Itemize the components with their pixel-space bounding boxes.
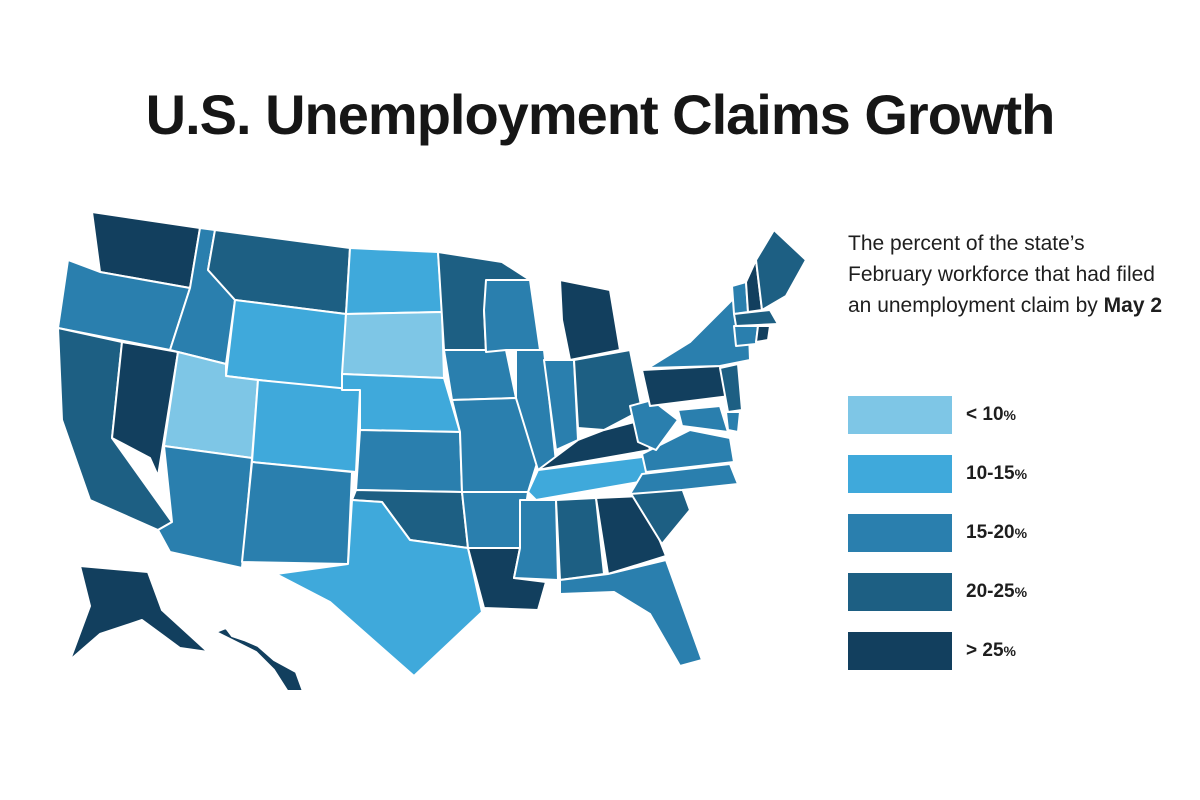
legend-label-unit: % — [1014, 584, 1028, 600]
state-nv — [111, 341, 179, 477]
legend-item: 20-25% — [848, 573, 1168, 611]
state-ct — [733, 325, 759, 347]
state-nm — [241, 461, 353, 565]
legend-label: 10-15% — [966, 463, 1027, 485]
map-description: The percent of the state’s February work… — [848, 228, 1168, 321]
state-ms — [513, 499, 559, 581]
state-me — [755, 229, 807, 311]
legend-item: 10-15% — [848, 455, 1168, 493]
state-fl — [559, 559, 703, 667]
legend-label-unit: % — [1014, 525, 1028, 541]
state-pa — [641, 365, 731, 407]
legend-label-value: > 25 — [966, 640, 1004, 661]
legend-swatch — [848, 396, 952, 434]
us-map-svg — [57, 211, 807, 690]
legend-swatch — [848, 455, 952, 493]
description-text: The percent of the state’s February work… — [848, 232, 1155, 317]
legend-swatch — [848, 514, 952, 552]
legend-label: 15-20% — [966, 522, 1027, 544]
state-ks — [355, 429, 463, 493]
description-date: May 2 — [1103, 294, 1163, 317]
legend-swatch — [848, 632, 952, 670]
legend-item: < 10% — [848, 396, 1168, 434]
us-map — [30, 200, 820, 690]
state-md — [677, 405, 729, 433]
state-ne — [341, 373, 461, 433]
state-oh — [573, 349, 643, 431]
state-ma — [733, 309, 779, 327]
legend-swatch — [848, 573, 952, 611]
state-ar — [461, 491, 529, 549]
legend-label-unit: % — [1014, 466, 1028, 482]
state-nc — [629, 463, 739, 495]
legend-label-unit: % — [1003, 643, 1016, 659]
legend: < 10% 10-15% 15-20% 20-25% > 25% — [848, 396, 1168, 691]
state-ak — [69, 565, 209, 661]
legend-label-unit: % — [1003, 407, 1016, 423]
legend-item: > 25% — [848, 632, 1168, 670]
state-wi — [483, 279, 541, 353]
state-nj — [719, 363, 743, 413]
state-al — [555, 497, 605, 581]
state-tx — [275, 499, 483, 677]
legend-label-value: 20-25 — [966, 581, 1015, 602]
legend-label-value: 10-15 — [966, 463, 1015, 484]
legend-label: < 10% — [966, 404, 1016, 426]
state-az — [157, 445, 253, 569]
legend-label: > 25% — [966, 640, 1016, 662]
state-sd — [341, 311, 445, 379]
state-ia — [443, 349, 517, 401]
legend-item: 15-20% — [848, 514, 1168, 552]
state-va — [641, 429, 735, 473]
state-wy — [225, 299, 347, 391]
state-hi — [215, 627, 304, 690]
state-mi — [559, 279, 621, 361]
state-co — [251, 379, 361, 473]
legend-label-value: 15-20 — [966, 522, 1015, 543]
map-title: U.S. Unemployment Claims Growth — [145, 83, 1056, 146]
state-nd — [345, 247, 443, 315]
state-de — [725, 411, 741, 433]
state-ri — [755, 325, 771, 343]
legend-label: 20-25% — [966, 581, 1027, 603]
legend-label-value: < 10 — [966, 404, 1004, 425]
